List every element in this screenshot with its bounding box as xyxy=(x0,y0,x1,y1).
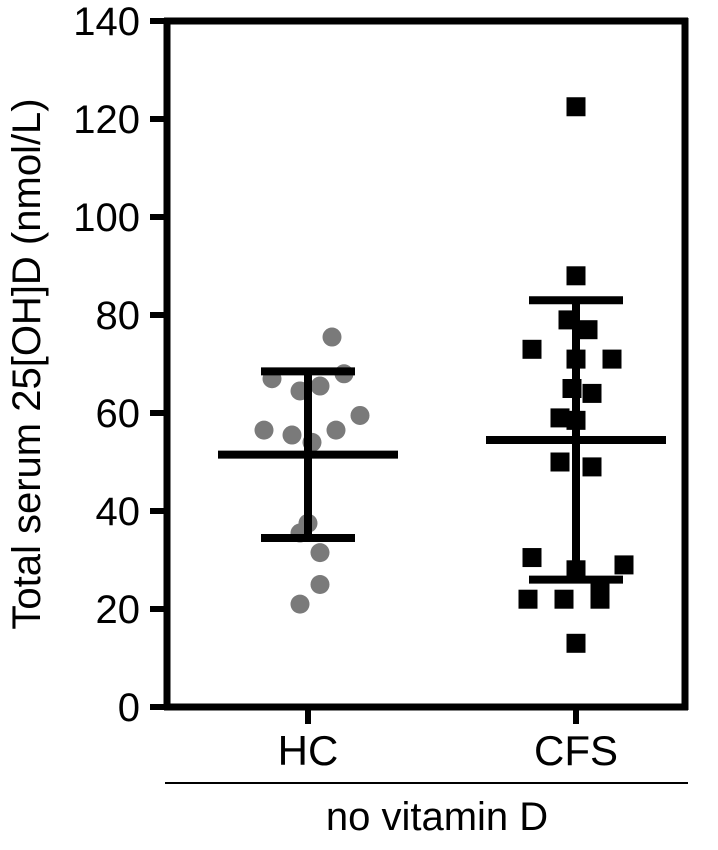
cfs-data-point xyxy=(550,408,570,428)
hc-data-point xyxy=(350,405,370,425)
hc-data-point xyxy=(322,327,342,347)
cfs-data-point xyxy=(554,589,574,609)
hc-data-point xyxy=(310,543,330,563)
hc-data-point xyxy=(310,376,330,396)
group-label: no vitamin D xyxy=(326,795,548,839)
y-tick-label: 80 xyxy=(96,294,141,338)
cfs-data-point xyxy=(578,320,598,340)
data-marks xyxy=(254,97,634,653)
cfs-data-point xyxy=(582,383,602,403)
cfs-data-point xyxy=(614,555,634,575)
y-tick-label: 60 xyxy=(96,392,141,436)
cfs-data-point xyxy=(566,97,586,117)
cfs-data-point xyxy=(566,633,586,653)
y-tick-label: 120 xyxy=(73,98,140,142)
x-category-label: CFS xyxy=(534,727,618,774)
axes xyxy=(163,17,689,711)
y-axis-title: Total serum 25[OH]D (nmol/L) xyxy=(5,98,49,629)
x-category-label: HC xyxy=(278,727,339,774)
cfs-data-point xyxy=(582,457,602,477)
hc-data-point xyxy=(254,420,274,440)
y-tick-label: 100 xyxy=(73,196,140,240)
hc-data-point xyxy=(290,594,310,614)
y-ticks: 0 20 40 60 80 100 120 140 xyxy=(73,0,167,730)
hc-data-point xyxy=(282,425,302,445)
hc-data-point xyxy=(310,575,330,594)
cfs-data-point xyxy=(522,339,542,359)
cfs-data-point xyxy=(522,548,542,568)
cfs-data-point xyxy=(590,579,610,599)
cfs-data-point xyxy=(518,589,538,609)
hc-data-point xyxy=(326,420,346,440)
cfs-data-point xyxy=(550,452,570,472)
cfs-data-point xyxy=(602,349,622,369)
y-tick-label: 0 xyxy=(118,686,140,730)
y-tick-label: 40 xyxy=(96,490,141,534)
cfs-data-point xyxy=(566,266,586,286)
x-category-labels: HC CFS xyxy=(278,707,618,774)
mean-sd-bars xyxy=(218,296,666,584)
y-tick-label: 20 xyxy=(96,588,141,632)
y-tick-label: 140 xyxy=(73,0,140,44)
